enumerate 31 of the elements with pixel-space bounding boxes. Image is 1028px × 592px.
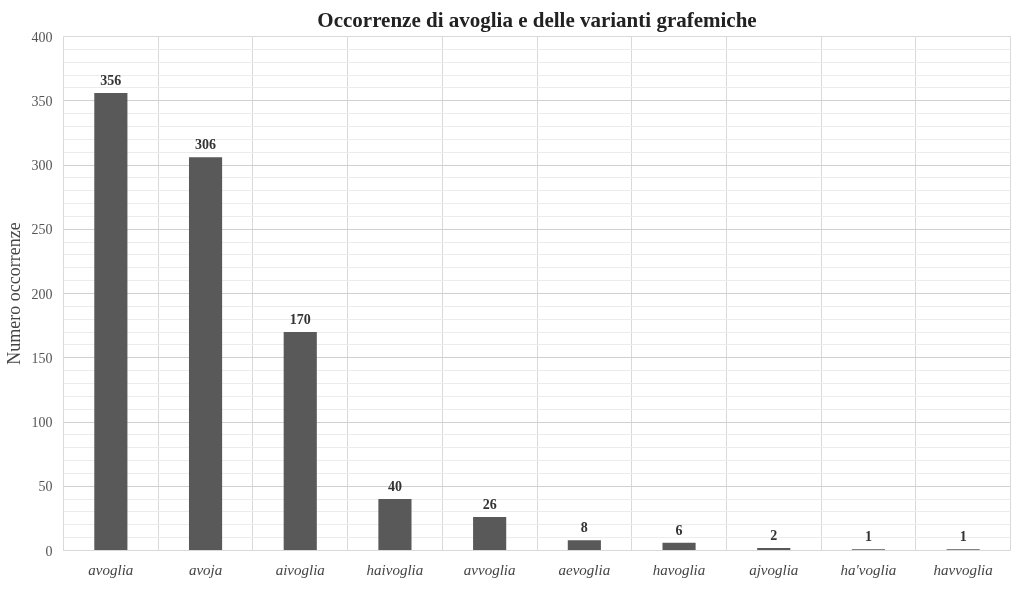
y-tick-label: 250	[31, 222, 53, 238]
x-tick-label: ha'voglia	[840, 561, 897, 578]
data-label: 1	[959, 529, 967, 545]
x-tick-label: havoglia	[652, 561, 706, 578]
y-tick-label: 100	[31, 415, 53, 430]
data-label: 8	[580, 520, 588, 536]
y-tick-label: 300	[31, 158, 53, 173]
y-tick-label: 350	[31, 93, 53, 109]
y-tick-label: 200	[31, 286, 53, 302]
data-label: 1	[864, 529, 872, 545]
x-tick-label: aevoglia	[558, 561, 611, 578]
x-tick-label: avoglia	[88, 561, 134, 578]
x-tick-label: avoja	[188, 561, 223, 578]
y-tick-label: 400	[31, 29, 53, 45]
x-tick-label: ajvoglia	[749, 561, 799, 578]
y-tick-label: 50	[38, 479, 53, 495]
x-tick-label: haivoglia	[366, 561, 424, 578]
data-label: 2	[770, 527, 778, 543]
y-axis-title: Numero occorrenze	[3, 222, 24, 365]
chart-title: Occorrenze di avoglia e delle varianti grafemiche	[317, 7, 757, 32]
x-tick-label: havvoglia	[933, 561, 993, 578]
data-label: 170	[289, 312, 311, 328]
data-label: 356	[100, 73, 122, 89]
y-tick-label: 0	[45, 543, 53, 559]
data-label: 40	[387, 479, 402, 495]
x-tick-label: avvoglia	[463, 561, 516, 578]
data-label: 6	[675, 522, 683, 538]
data-label: 306	[195, 137, 217, 153]
x-tick-label: aivoglia	[275, 561, 325, 578]
y-tick-label: 150	[31, 350, 53, 366]
data-label: 26	[482, 497, 497, 513]
